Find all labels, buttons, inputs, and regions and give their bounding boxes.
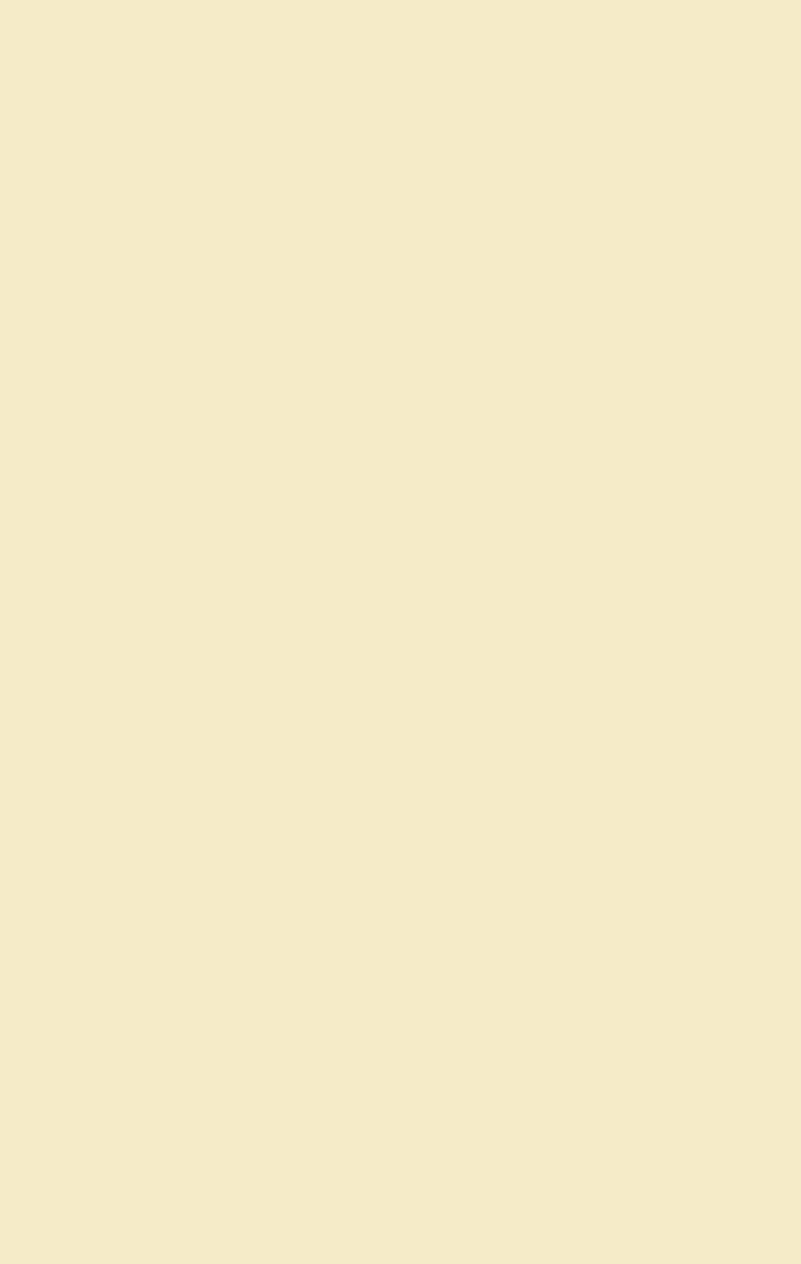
- page: [0, 0, 801, 1264]
